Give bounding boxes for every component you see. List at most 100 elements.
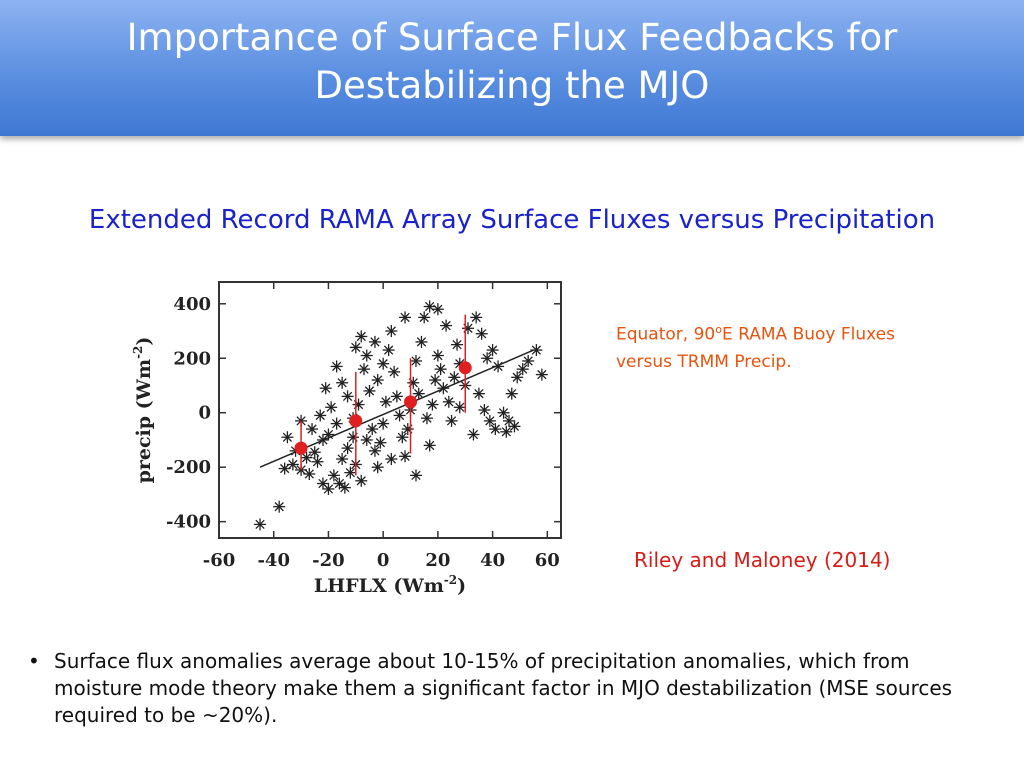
title-line-1: Importance of Surface Flux Feedbacks for bbox=[126, 16, 898, 59]
data-point bbox=[412, 387, 425, 400]
data-point bbox=[453, 401, 466, 414]
data-point bbox=[497, 406, 510, 419]
data-point bbox=[341, 442, 354, 455]
bin-mean-point bbox=[349, 414, 363, 428]
data-point bbox=[511, 371, 524, 384]
data-point bbox=[374, 436, 387, 449]
data-point bbox=[431, 303, 444, 316]
data-point bbox=[355, 330, 368, 343]
data-point bbox=[330, 360, 343, 373]
bin-mean-point bbox=[294, 441, 308, 455]
data-point bbox=[505, 387, 518, 400]
data-point bbox=[442, 395, 455, 408]
slide-title: Importance of Surface Flux Feedbacks for… bbox=[0, 14, 1024, 110]
slide-subtitle: Extended Record RAMA Array Surface Fluxe… bbox=[88, 205, 936, 235]
data-point bbox=[281, 431, 294, 444]
data-point bbox=[344, 466, 357, 479]
x-tick-label: 0 bbox=[377, 550, 390, 571]
data-point bbox=[401, 423, 414, 436]
data-point bbox=[451, 338, 464, 351]
data-point bbox=[363, 384, 376, 397]
data-point bbox=[508, 420, 521, 433]
data-point bbox=[360, 349, 373, 362]
data-point bbox=[254, 518, 267, 531]
x-tick-label: 60 bbox=[535, 550, 560, 571]
data-point bbox=[316, 477, 329, 490]
data-point bbox=[399, 311, 412, 324]
data-point bbox=[434, 363, 447, 376]
data-point bbox=[478, 404, 491, 416]
data-point bbox=[273, 500, 286, 513]
x-tick-label: -60 bbox=[203, 550, 236, 571]
y-axis-label: precip (Wm-2) bbox=[131, 337, 155, 484]
data-point bbox=[311, 455, 324, 468]
data-point bbox=[415, 335, 428, 348]
bullet-text: Surface flux anomalies average about 10-… bbox=[54, 649, 953, 727]
data-point bbox=[336, 453, 349, 466]
data-point bbox=[347, 431, 360, 444]
data-point bbox=[426, 398, 439, 411]
data-point bbox=[522, 354, 535, 367]
y-tick-label: 0 bbox=[198, 403, 211, 424]
data-point bbox=[407, 376, 420, 389]
data-point bbox=[409, 469, 422, 482]
data-point bbox=[423, 300, 436, 313]
caption-line-1-post: E RAMA Buoy Fluxes bbox=[721, 324, 895, 345]
data-point bbox=[472, 387, 485, 400]
data-point bbox=[483, 414, 496, 427]
data-point bbox=[470, 311, 483, 324]
bin-mean-point bbox=[404, 395, 418, 409]
data-point bbox=[371, 461, 384, 474]
data-point bbox=[388, 365, 401, 378]
data-point bbox=[336, 376, 349, 389]
data-point bbox=[377, 417, 390, 430]
data-point bbox=[467, 428, 480, 441]
x-tick-label: -40 bbox=[257, 550, 290, 571]
data-point bbox=[440, 319, 453, 332]
data-point bbox=[319, 382, 332, 395]
data-point bbox=[306, 423, 319, 436]
data-point bbox=[382, 344, 395, 357]
data-point bbox=[390, 390, 403, 403]
data-point bbox=[371, 374, 384, 387]
data-point bbox=[303, 468, 316, 480]
x-tick-label: -20 bbox=[312, 550, 345, 571]
y-tick-label: 400 bbox=[173, 294, 211, 315]
citation: Riley and Maloney (2014) bbox=[634, 548, 891, 572]
caption-line-2: versus TRMM Precip. bbox=[616, 351, 792, 372]
data-point bbox=[500, 425, 513, 438]
data-point bbox=[448, 371, 461, 384]
data-point bbox=[358, 363, 371, 376]
data-point bbox=[349, 341, 362, 354]
data-point bbox=[379, 395, 392, 408]
data-point bbox=[420, 412, 433, 425]
data-point bbox=[445, 414, 458, 427]
data-point bbox=[475, 327, 488, 340]
data-point bbox=[341, 390, 354, 403]
caption-degree: o bbox=[715, 323, 722, 336]
data-point bbox=[461, 322, 474, 335]
title-line-2: Destabilizing the MJO bbox=[314, 64, 710, 107]
data-point bbox=[481, 352, 494, 365]
data-point bbox=[516, 363, 529, 376]
data-point bbox=[530, 344, 543, 357]
data-point bbox=[338, 481, 351, 494]
data-point bbox=[325, 401, 338, 414]
data-point bbox=[314, 409, 327, 422]
data-point bbox=[352, 398, 365, 411]
data-point bbox=[360, 433, 373, 446]
data-point bbox=[486, 344, 499, 357]
data-point bbox=[355, 474, 368, 487]
data-point bbox=[327, 469, 340, 482]
data-point bbox=[429, 374, 442, 387]
chart-caption: Equator, 90oE RAMA Buoy Fluxes versus TR… bbox=[616, 316, 895, 376]
data-point bbox=[535, 368, 548, 381]
data-point bbox=[377, 357, 390, 370]
data-point bbox=[431, 349, 444, 362]
data-point bbox=[330, 417, 343, 430]
data-point bbox=[423, 439, 436, 452]
y-tick-label: -200 bbox=[166, 457, 211, 478]
plot-frame bbox=[218, 281, 562, 539]
x-tick-label: 20 bbox=[425, 550, 450, 571]
